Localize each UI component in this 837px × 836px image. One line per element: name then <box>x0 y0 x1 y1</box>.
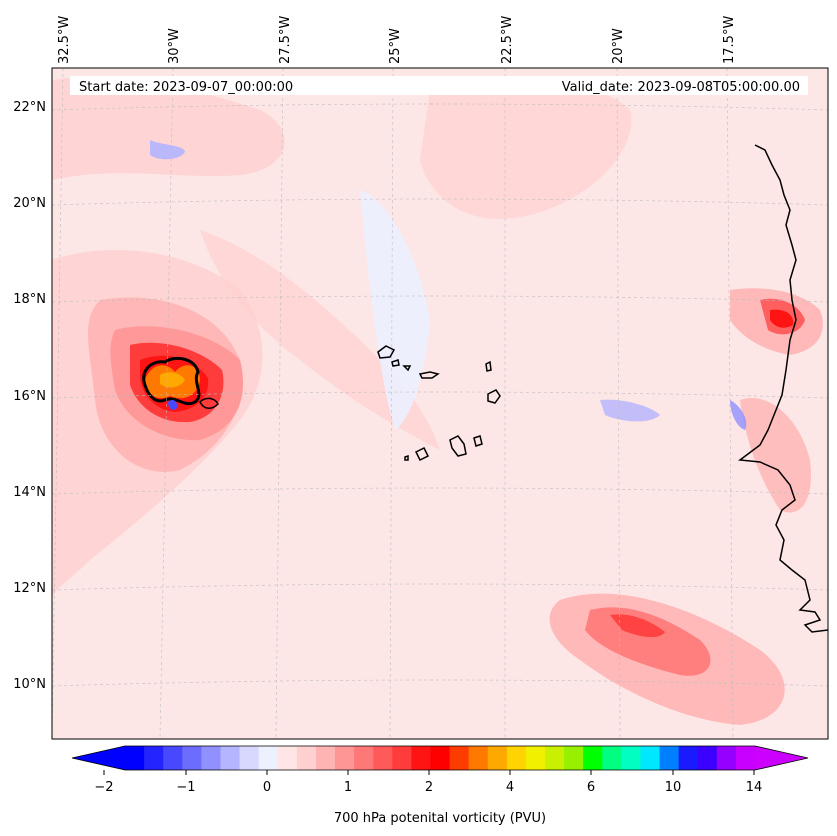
colorbar-segment <box>335 746 355 770</box>
map-frame <box>51 67 829 740</box>
cbar-tick-label: −2 <box>94 780 113 795</box>
lon-label: 30°W <box>167 28 182 64</box>
gridlines <box>51 67 829 740</box>
colorbar-segment <box>258 746 279 770</box>
colorbar-segment <box>182 746 202 770</box>
cape-verde-islands <box>377 345 501 462</box>
lon-label: 27.5°W <box>278 16 293 64</box>
cbar-tick-label: −1 <box>176 780 195 795</box>
colorbar-segment <box>163 746 183 770</box>
cbar-tick-label: 4 <box>506 780 514 795</box>
colorbar-segment <box>621 746 642 770</box>
longitude-labels: 32.5°W 30°W 27.5°W 25°W 22.5°W 20°W 17.5… <box>57 16 737 64</box>
colorbar-segment <box>430 746 451 770</box>
cbar-tick-label: 10 <box>665 780 682 795</box>
colorbar-segment <box>716 746 737 770</box>
colorbar-segment <box>125 746 145 770</box>
colorbar-over-arrow <box>755 746 808 770</box>
cbar-tick-label: 6 <box>587 780 595 795</box>
colorbar-segment <box>449 746 470 770</box>
lat-label: 18°N <box>13 292 46 307</box>
colorbar-segment <box>678 746 699 770</box>
colorbar-segment <box>525 746 546 770</box>
colorbar-segment <box>296 746 317 770</box>
lon-label: 25°W <box>388 28 403 64</box>
lon-label: 20°W <box>611 28 626 64</box>
colorbar-ticks <box>103 770 755 775</box>
colorbar: −2 −1 0 1 2 4 6 10 14 700 hPa potenital … <box>71 745 809 826</box>
colorbar-segment <box>315 746 336 770</box>
colorbar-under-arrow <box>72 746 125 770</box>
colorbar-segment <box>583 746 603 770</box>
lon-label: 32.5°W <box>57 16 72 64</box>
colorbar-tick-labels: −2 −1 0 1 2 4 6 10 14 <box>94 780 762 795</box>
colorbar-segment <box>201 746 222 770</box>
colorbar-segment <box>735 746 756 770</box>
lon-label: 17.5°W <box>722 16 737 64</box>
colorbar-segment <box>354 746 374 770</box>
colorbar-segment <box>564 746 584 770</box>
africa-coastline <box>738 144 829 633</box>
start-date-label: Start date: 2023-09-07_00:00:00 <box>79 80 293 95</box>
lat-label: 10°N <box>13 677 46 692</box>
lon-label: 22.5°W <box>500 16 515 64</box>
colorbar-segment <box>239 746 260 770</box>
latitude-labels: 22°N 20°N 18°N 16°N 14°N 12°N 10°N <box>13 100 46 692</box>
colorbar-outline <box>71 745 809 771</box>
colorbar-segment <box>277 746 298 770</box>
colorbar-segment <box>220 746 241 770</box>
colorbar-segment <box>545 746 565 770</box>
colorbar-segment <box>144 746 164 770</box>
colorbar-segment <box>659 746 680 770</box>
pv-field-contours <box>52 77 823 725</box>
lat-label: 22°N <box>13 100 46 115</box>
cbar-tick-label: 2 <box>425 780 433 795</box>
lat-label: 14°N <box>13 485 46 500</box>
colorbar-segment <box>506 746 527 770</box>
map-panel: Start date: 2023-09-07_00:00:00 Valid_da… <box>51 67 829 740</box>
valid-date-label: Valid_date: 2023-09-08T05:00:00.00 <box>562 80 800 95</box>
colorbar-segment <box>640 746 661 770</box>
colorbar-segment <box>487 746 508 770</box>
date-info-box <box>70 76 808 95</box>
colorbar-segment <box>411 746 432 770</box>
storm-center <box>110 326 244 441</box>
cbar-tick-label: 1 <box>344 780 352 795</box>
colorbar-segment <box>373 746 393 770</box>
colorbar-segments <box>125 746 756 770</box>
colorbar-title: 700 hPa potenital vorticity (PVU) <box>334 811 546 826</box>
lat-label: 12°N <box>13 581 46 596</box>
colorbar-segment <box>392 746 412 770</box>
lat-label: 16°N <box>13 389 46 404</box>
cbar-tick-label: 0 <box>263 780 271 795</box>
colorbar-segment <box>602 746 622 770</box>
lat-label: 20°N <box>13 196 46 211</box>
colorbar-segment <box>468 746 489 770</box>
colorbar-segment <box>697 746 718 770</box>
cbar-tick-label: 14 <box>746 780 763 795</box>
